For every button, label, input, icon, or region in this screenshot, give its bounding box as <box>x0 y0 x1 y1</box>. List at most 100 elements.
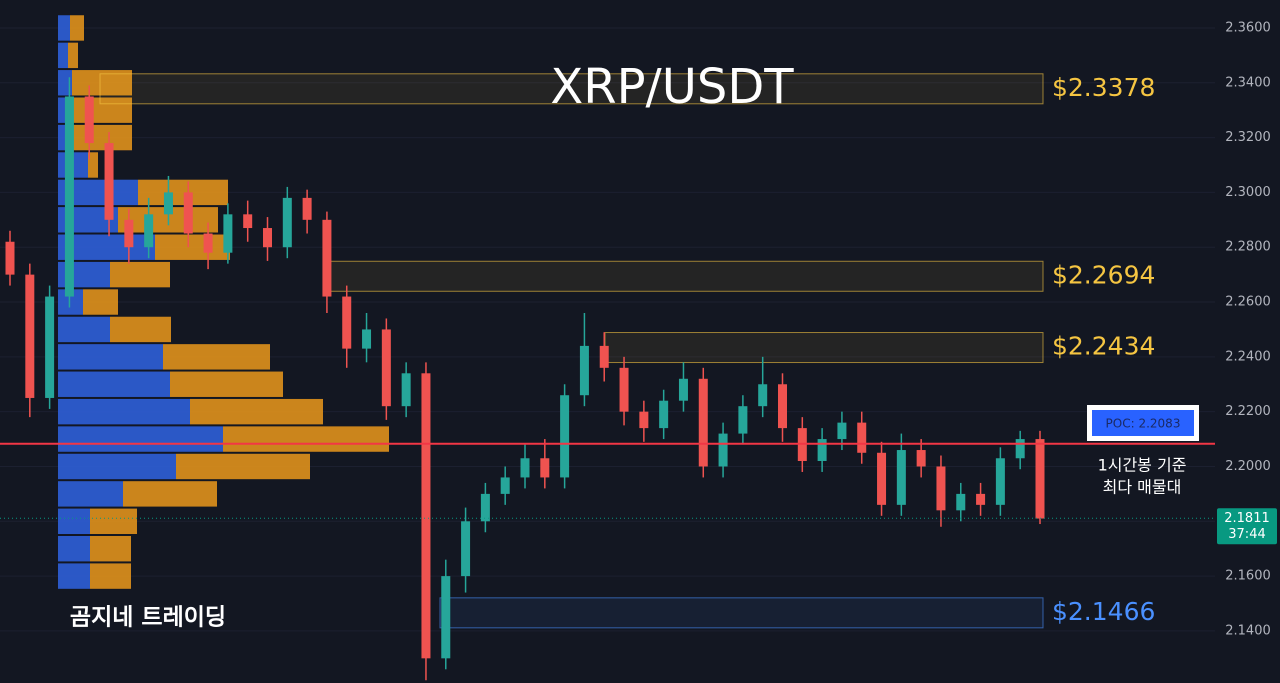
profile-buy <box>58 508 90 534</box>
candle-body <box>659 400 669 429</box>
profile-buy <box>58 535 90 562</box>
countdown-label: 37:44 <box>1228 527 1265 542</box>
candle-body <box>362 329 372 349</box>
y-tick-label: 2.3200 <box>1225 130 1271 145</box>
candle-body <box>342 296 352 349</box>
profile-buy <box>58 344 163 370</box>
candles <box>5 77 1045 681</box>
y-tick-label: 2.2800 <box>1225 240 1271 255</box>
annotation-line: 최다 매물대 <box>1103 478 1182 497</box>
candle-body <box>1015 439 1025 459</box>
y-tick-label: 2.2400 <box>1225 349 1271 364</box>
profile-buy <box>58 481 123 507</box>
candle-body <box>461 521 471 577</box>
poc-box <box>1092 410 1194 436</box>
candle-body <box>282 197 292 248</box>
level-zone <box>439 597 1044 629</box>
candle-body <box>302 197 312 220</box>
profile-buy <box>58 371 170 397</box>
y-tick-label: 2.3600 <box>1225 20 1271 35</box>
y-tick-label: 2.1400 <box>1225 623 1271 638</box>
candle-body <box>25 274 35 398</box>
candle-body <box>163 192 173 215</box>
profile-sell <box>123 481 217 507</box>
candle-body <box>678 378 688 401</box>
candle-body <box>322 219 332 297</box>
profile-sell <box>90 535 131 562</box>
profile-sell <box>72 124 132 151</box>
candle-body <box>203 233 213 253</box>
candle-body <box>84 96 94 144</box>
profile-buy <box>58 15 70 41</box>
profile-sell <box>190 398 323 425</box>
y-tick-label: 2.1600 <box>1225 569 1271 584</box>
level-zone <box>324 260 1044 292</box>
level-label: $2.1466 <box>1052 597 1155 626</box>
profile-buy <box>58 563 90 589</box>
y-tick-label: 2.2200 <box>1225 404 1271 419</box>
candle-body <box>480 493 490 522</box>
candle-body <box>520 458 530 478</box>
candle-body <box>837 422 847 440</box>
y-tick-label: 2.2600 <box>1225 295 1271 310</box>
candle-body <box>619 367 629 412</box>
candle-body <box>857 422 867 453</box>
profile-sell <box>83 289 118 315</box>
candle-body <box>738 406 748 434</box>
profile-sell <box>110 261 170 288</box>
candle-body <box>817 439 827 461</box>
profile-sell <box>72 97 132 123</box>
y-tick-label: 2.3000 <box>1225 185 1271 200</box>
profile-sell <box>223 426 389 452</box>
y-tick-label: 2.3400 <box>1225 75 1271 90</box>
candle-body <box>579 345 589 396</box>
profile-sell <box>110 316 171 343</box>
profile-buy <box>58 70 72 96</box>
candle-body <box>1035 439 1045 519</box>
candle-body <box>936 466 946 511</box>
level-zone <box>99 73 1044 105</box>
candle-body <box>718 433 728 467</box>
profile-buy <box>58 42 68 69</box>
profile-buy <box>58 234 155 260</box>
candle-body <box>104 143 114 220</box>
level-label: $2.2694 <box>1052 260 1155 289</box>
candle-body <box>976 493 986 505</box>
profile-sell <box>90 508 137 534</box>
profile-sell <box>138 179 228 206</box>
candle-body <box>916 450 926 467</box>
candle-body <box>124 219 134 248</box>
level-label: $2.3378 <box>1052 73 1155 102</box>
profile-sell <box>88 152 98 178</box>
profile-sell <box>68 42 78 69</box>
candle-body <box>639 411 649 429</box>
profile-sell <box>170 371 283 397</box>
profile-buy <box>58 426 223 452</box>
candle-body <box>223 214 233 253</box>
profile-buy <box>58 398 190 425</box>
candle-body <box>441 576 451 659</box>
candle-body <box>144 214 154 248</box>
chart-title: XRP/USDT <box>550 59 794 115</box>
profile-sell <box>176 453 310 480</box>
zones: $2.3378 $2.2694 $2.2434 $2.1466 <box>99 73 1155 629</box>
candle-body <box>540 458 550 478</box>
profile-buy <box>58 316 110 343</box>
candle-body <box>698 378 708 467</box>
profile-sell <box>72 70 132 96</box>
candle-body <box>183 192 193 234</box>
profile-sell <box>163 344 270 370</box>
level-zone <box>604 332 1044 364</box>
candle-body <box>381 329 391 407</box>
profile-sell <box>70 15 84 41</box>
profile-sell <box>90 563 131 589</box>
candle-body <box>64 96 74 297</box>
y-tick-label: 2.2000 <box>1225 459 1271 474</box>
current-price-box <box>1217 508 1277 545</box>
candle-body <box>560 395 570 478</box>
poc-label: POC: 2.2083 <box>1106 417 1181 431</box>
candle-body <box>5 241 15 275</box>
